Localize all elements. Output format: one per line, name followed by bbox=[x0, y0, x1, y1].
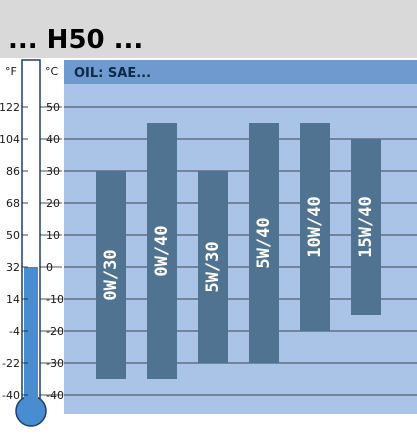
fahrenheit-tick-label: -22 bbox=[2, 357, 20, 370]
celsius-unit-label: °C bbox=[45, 65, 59, 78]
fahrenheit-tick-label: 50 bbox=[6, 229, 20, 242]
page-title: ... H50 ... bbox=[8, 25, 143, 55]
fahrenheit-tick-label: 122 bbox=[0, 101, 20, 114]
celsius-tick-label: 0 bbox=[46, 261, 53, 274]
title-band bbox=[0, 0, 417, 58]
oil-grade-bar bbox=[198, 171, 228, 363]
chart-header-label: OIL: SAE... bbox=[74, 66, 151, 81]
celsius-tick-label: 10 bbox=[46, 229, 60, 242]
oil-grade-label: 0W/30 bbox=[101, 249, 121, 300]
thermometer bbox=[15, 59, 47, 427]
celsius-tick-label: 40 bbox=[46, 133, 60, 146]
oil-grade-bar bbox=[351, 139, 381, 315]
oil-grade-label: 0W/40 bbox=[152, 225, 172, 276]
celsius-tick-label: 30 bbox=[46, 165, 60, 178]
celsius-tick-label: -40 bbox=[46, 389, 64, 402]
fahrenheit-tick-label: -4 bbox=[9, 325, 20, 338]
oil-grade-bar bbox=[147, 123, 177, 379]
celsius-tick-label: 50 bbox=[46, 101, 60, 114]
fahrenheit-tick-label: -40 bbox=[2, 389, 20, 402]
fahrenheit-tick-label: 86 bbox=[6, 165, 20, 178]
fahrenheit-tick-label: 68 bbox=[6, 197, 20, 210]
oil-grade-bars: 0W/30 0W/40 5W/30 5W/40 10W/40 15W/40 bbox=[96, 123, 381, 379]
thermometer-fill bbox=[24, 267, 38, 405]
fahrenheit-tick-label: 32 bbox=[6, 261, 20, 274]
oil-grade-label: 10W/40 bbox=[305, 196, 325, 257]
fahrenheit-tick-label: 14 bbox=[6, 293, 20, 306]
oil-grade-label: 5W/40 bbox=[254, 217, 274, 268]
celsius-tick-label: 20 bbox=[46, 197, 60, 210]
fahrenheit-axis: 122 104 86 68 50 32 14 -4 -22 -40 bbox=[0, 101, 20, 402]
oil-grade-label: 5W/30 bbox=[203, 241, 223, 292]
oil-grade-bar bbox=[249, 123, 279, 363]
thermometer-neck bbox=[24, 392, 38, 408]
fahrenheit-unit-label: °F bbox=[5, 65, 17, 78]
celsius-axis: 50 40 30 20 10 0 -10 -20 -30 -40 bbox=[46, 101, 64, 402]
celsius-tick-label: -30 bbox=[46, 357, 64, 370]
celsius-tick-label: -10 bbox=[46, 293, 64, 306]
fahrenheit-tick-label: 104 bbox=[0, 133, 20, 146]
oil-grade-label: 15W/40 bbox=[356, 196, 376, 257]
celsius-tick-label: -20 bbox=[46, 325, 64, 338]
oil-grade-bar bbox=[96, 171, 126, 379]
oil-grade-bar bbox=[300, 123, 330, 331]
chart-header-band bbox=[64, 60, 417, 84]
